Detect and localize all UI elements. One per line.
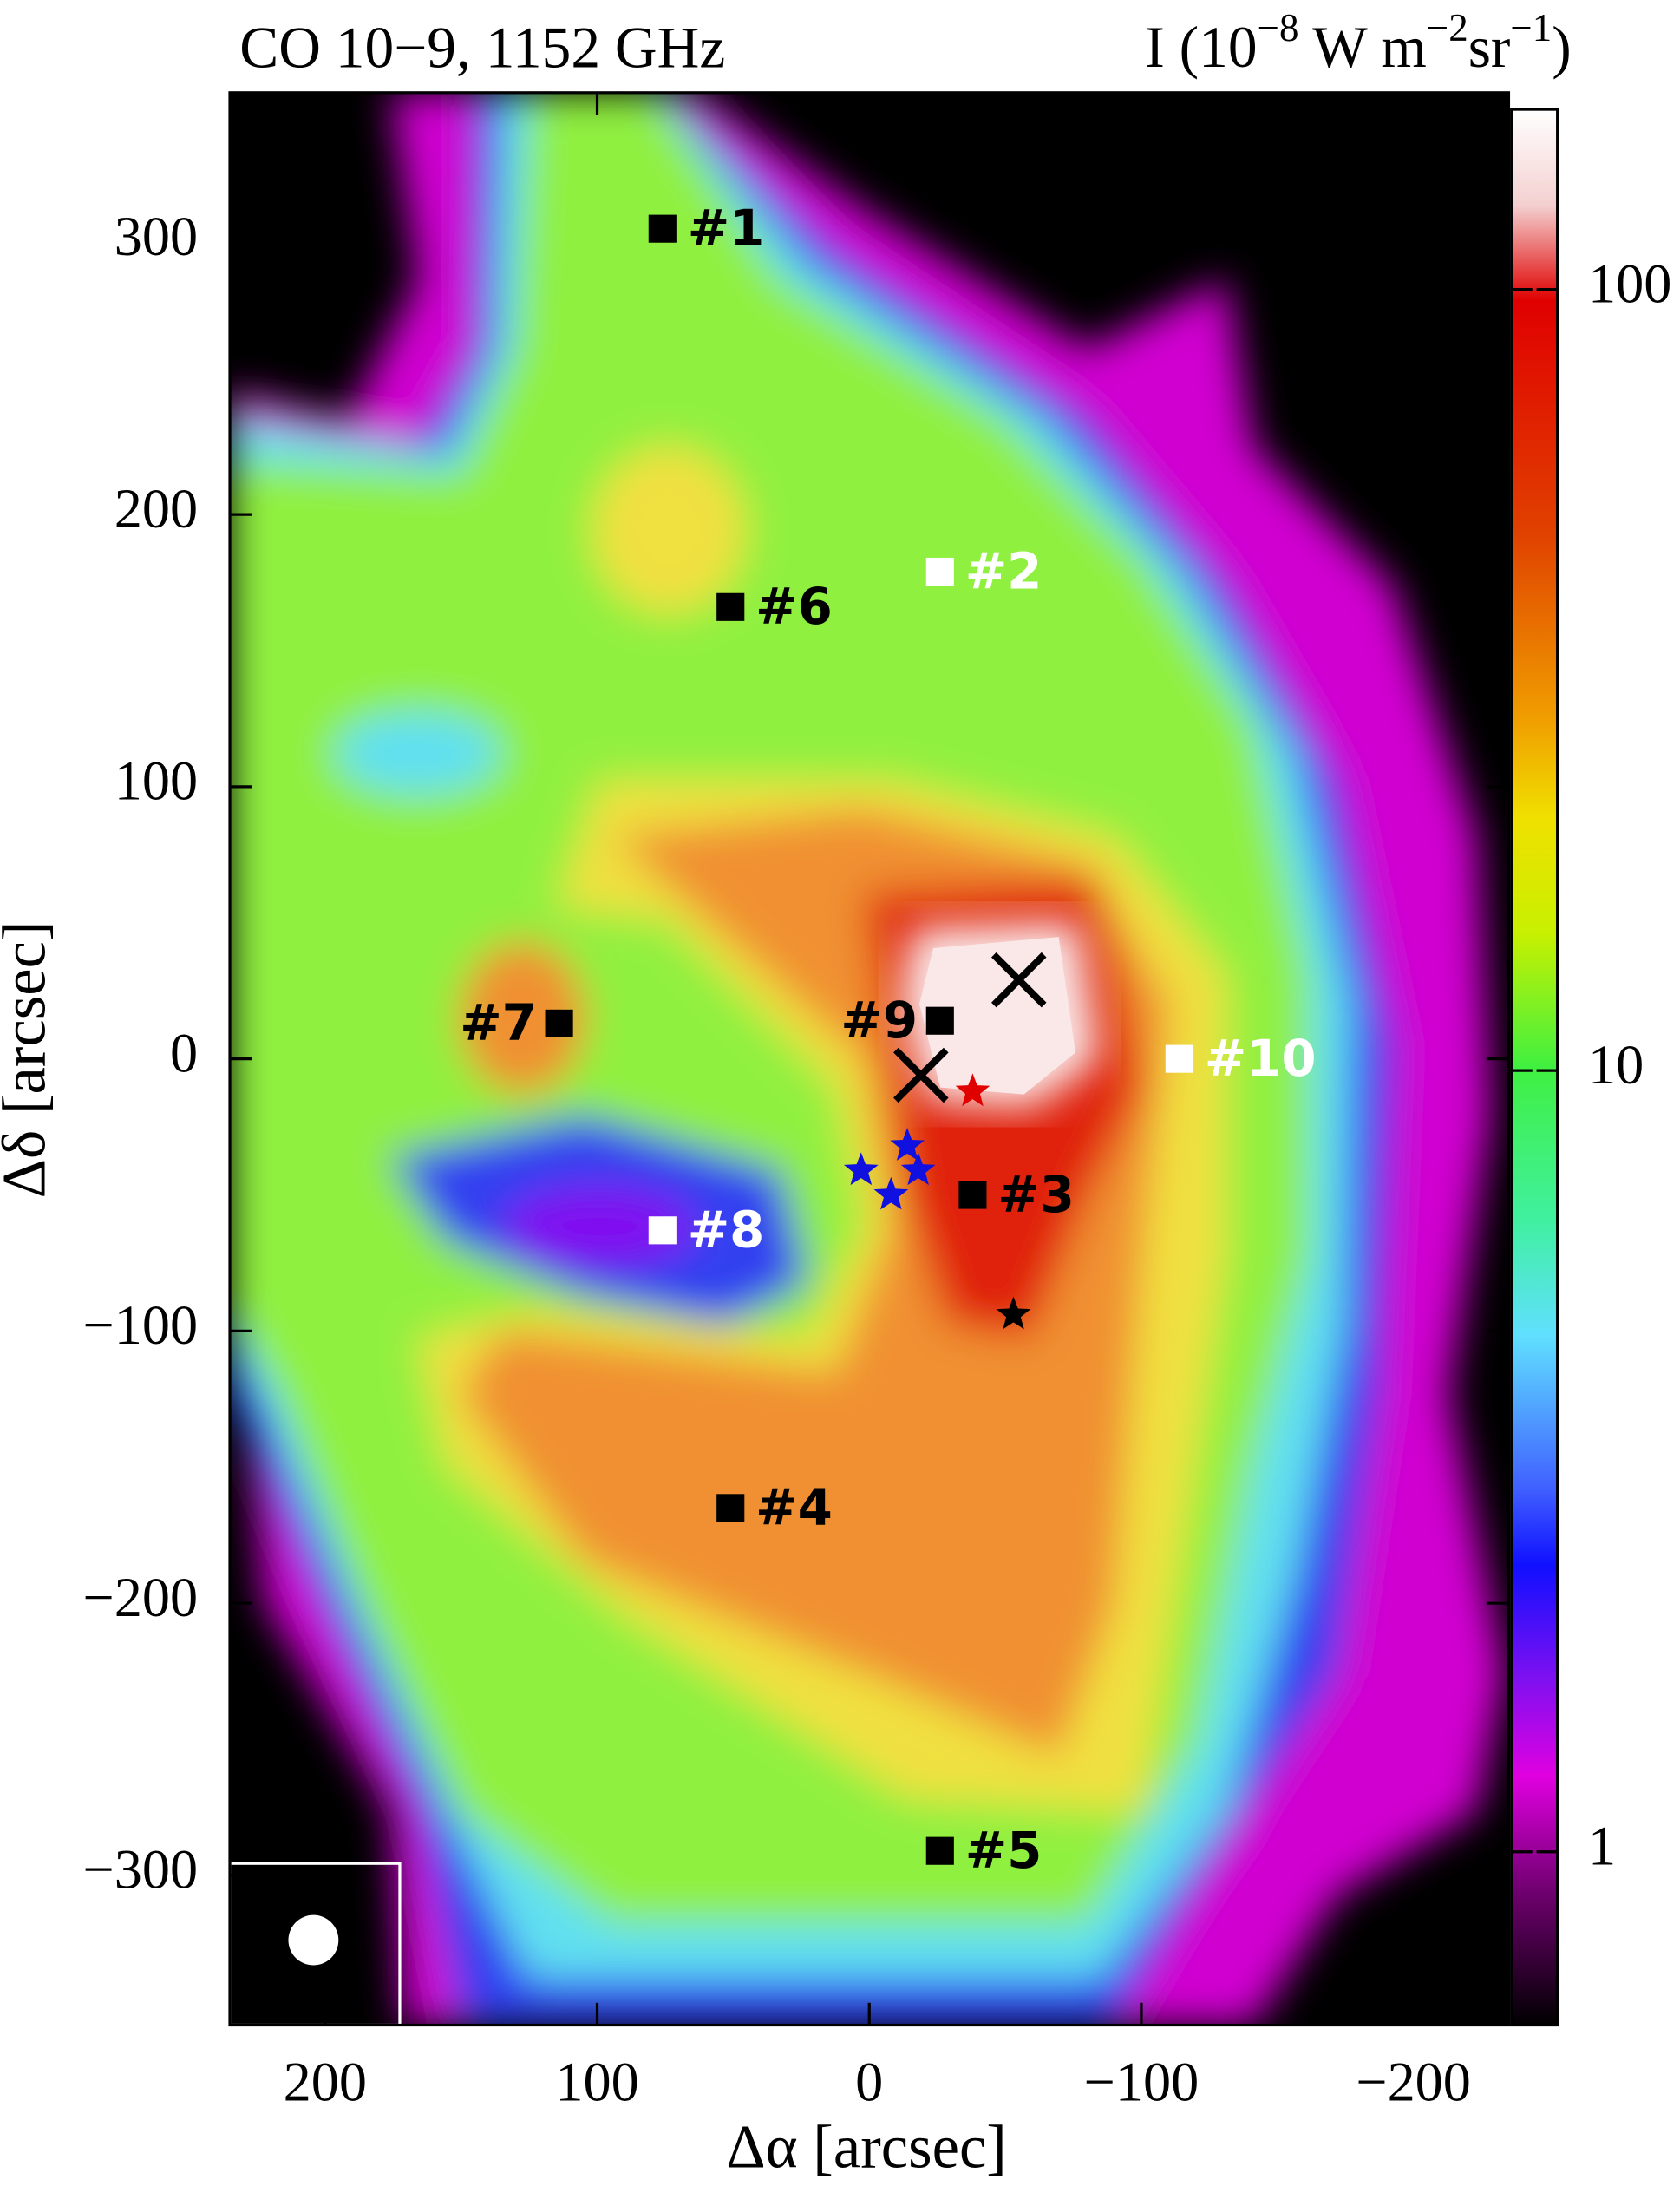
cross-marker (893, 1047, 949, 1103)
colorbar-label-part: W m (1298, 15, 1426, 80)
position-marker (545, 1009, 573, 1037)
star-marker (890, 1128, 925, 1161)
star-marker (955, 1073, 990, 1107)
position-label: #10 (1205, 1029, 1317, 1088)
position-label: #8 (688, 1201, 765, 1260)
cross-stroke (893, 1047, 949, 1103)
star-marker (873, 1176, 909, 1210)
y-tick-label: 100 (114, 750, 198, 812)
position-label: #2 (965, 541, 1043, 600)
position-marker (716, 592, 745, 621)
chart-title: CO 10−9, 1152 GHz (239, 15, 725, 80)
x-tick-label: 100 (555, 2052, 638, 2113)
position-label: #3 (997, 1165, 1075, 1224)
position-marker (925, 1006, 954, 1035)
position-label: #6 (755, 577, 833, 636)
x-tick-label: 0 (855, 2052, 883, 2113)
star-marker (843, 1152, 879, 1186)
position-marker (648, 214, 677, 243)
y-tick-label: 200 (114, 478, 198, 540)
position-marker (925, 1836, 954, 1865)
y-tick-label: −300 (82, 1839, 198, 1901)
y-tick-label: 0 (170, 1022, 198, 1083)
x-tick-label: 200 (284, 2052, 367, 2113)
position-marker (958, 1181, 987, 1209)
position-marker (925, 557, 954, 586)
x-tick-label: −100 (1084, 2052, 1200, 2113)
x-axis-label: Δα [arcsec] (726, 2113, 1007, 2181)
colorbar-tick-label: 100 (1588, 252, 1671, 314)
colorbar-label-part: ) (1552, 15, 1571, 80)
position-label: #7 (460, 993, 537, 1052)
intensity-map (230, 92, 1509, 2026)
position-label: #1 (688, 199, 765, 258)
cross-marker (991, 952, 1047, 1008)
colorbar-label-part: −8 (1258, 6, 1299, 49)
colorbar-label: I (10−8 W m−2sr−1) (1145, 6, 1571, 80)
position-label: #9 (840, 991, 918, 1050)
colorbar-label-part: I (10 (1145, 15, 1257, 80)
colorbar-label-part: sr (1468, 15, 1511, 80)
x-tick-label: −200 (1356, 2052, 1471, 2113)
y-tick-label: −200 (82, 1567, 198, 1628)
cross-stroke (991, 952, 1047, 1008)
position-marker (1165, 1044, 1193, 1073)
position-label: #4 (755, 1478, 833, 1537)
y-axis-label: Δδ [arcsec] (0, 920, 59, 1198)
position-label: #5 (965, 1821, 1043, 1880)
star-marker (996, 1296, 1031, 1330)
y-tick-label: 300 (114, 206, 198, 267)
colorbar-label-part: −2 (1427, 6, 1468, 49)
star-marker (900, 1152, 936, 1186)
colorbar (1510, 108, 1559, 2027)
position-marker (716, 1494, 745, 1522)
colorbar-label-part: −1 (1510, 6, 1552, 49)
position-marker (648, 1216, 677, 1245)
colorbar-tick-label: 10 (1588, 1034, 1644, 1096)
colorbar-tick-label: 1 (1588, 1815, 1616, 1876)
y-tick-label: −100 (82, 1294, 198, 1356)
